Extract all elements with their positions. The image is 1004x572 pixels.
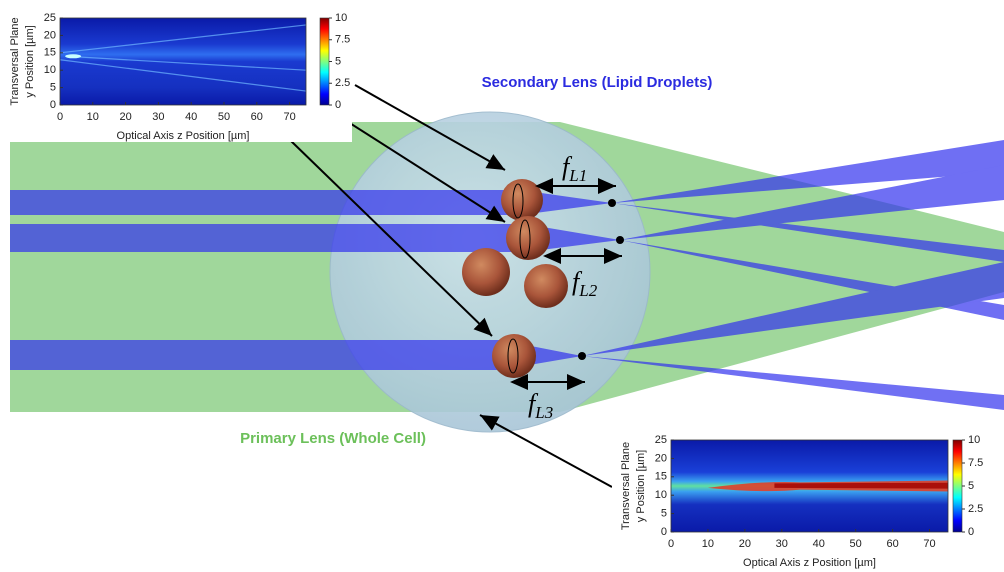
y-tick-label: 25 — [655, 434, 667, 446]
colorbar-tick-label: 2.5 — [968, 503, 983, 515]
figure: Secondary Lens (Lipid Droplets) Primary … — [0, 0, 1004, 572]
droplet — [492, 334, 536, 378]
x-tick-label: 50 — [218, 111, 230, 123]
x-tick-label: 0 — [57, 111, 63, 123]
colorbar — [953, 440, 962, 532]
droplet — [501, 179, 543, 221]
y-tick-label: 5 — [661, 508, 667, 520]
y-tick-label: 0 — [661, 526, 667, 538]
y-tick-label: 15 — [655, 471, 667, 483]
colorbar-tick-label: 10 — [335, 12, 347, 24]
colorbar-tick-label: 5 — [335, 55, 341, 67]
focal-point — [608, 199, 616, 207]
droplet — [524, 264, 568, 308]
x-tick-label: 0 — [668, 538, 674, 550]
x-tick-label: 70 — [923, 538, 935, 550]
x-tick-label: 40 — [185, 111, 197, 123]
x-tick-label: 40 — [813, 538, 825, 550]
y-tick-label: 25 — [44, 12, 56, 24]
x-tick-label: 10 — [87, 111, 99, 123]
y-axis-label: Transversal Plane — [620, 442, 632, 530]
heatmap-hotspot — [65, 54, 81, 58]
secondary-lens-title: Secondary Lens (Lipid Droplets) — [482, 74, 713, 91]
y-tick-label: 5 — [50, 82, 56, 94]
x-tick-label: 60 — [251, 111, 263, 123]
y-tick-label: 0 — [50, 99, 56, 111]
x-axis-label: Optical Axis z Position [µm] — [117, 130, 250, 142]
heatmap — [60, 18, 306, 105]
y-tick-label: 15 — [44, 47, 56, 59]
y-axis-label: Transversal Plane — [9, 17, 21, 105]
x-tick-label: 50 — [850, 538, 862, 550]
colorbar-tick-label: 2.5 — [335, 77, 350, 89]
subscript: L1 — [568, 166, 587, 185]
y-tick-label: 20 — [44, 29, 56, 41]
x-tick-label: 10 — [702, 538, 714, 550]
x-tick-label: 60 — [886, 538, 898, 550]
colorbar-tick-label: 0 — [968, 526, 974, 538]
subscript: L2 — [578, 281, 597, 300]
x-tick-label: 20 — [119, 111, 131, 123]
x-tick-label: 70 — [283, 111, 295, 123]
y-axis-label: y Position [µm] — [24, 25, 36, 97]
colorbar-tick-label: 7.5 — [968, 457, 983, 469]
focal-point — [616, 236, 624, 244]
y-tick-label: 10 — [44, 64, 56, 76]
colorbar-tick-label: 10 — [968, 434, 980, 446]
primary-lens-title: Primary Lens (Whole Cell) — [240, 430, 426, 447]
colorbar-tick-label: 0 — [335, 99, 341, 111]
subscript: L3 — [534, 403, 553, 422]
colorbar-tick-label: 5 — [968, 480, 974, 492]
focal-point — [578, 352, 586, 360]
y-axis-label: y Position [µm] — [635, 450, 647, 522]
droplet — [462, 248, 510, 296]
heatmap-hotspot — [774, 483, 948, 489]
colorbar-tick-label: 7.5 — [335, 34, 350, 46]
y-tick-label: 10 — [655, 489, 667, 501]
x-tick-label: 20 — [739, 538, 751, 550]
y-tick-label: 20 — [655, 452, 667, 464]
x-tick-label: 30 — [152, 111, 164, 123]
x-tick-label: 30 — [776, 538, 788, 550]
colorbar — [320, 18, 329, 105]
pointer-arrow — [480, 415, 612, 487]
x-axis-label: Optical Axis z Position [µm] — [743, 557, 876, 569]
